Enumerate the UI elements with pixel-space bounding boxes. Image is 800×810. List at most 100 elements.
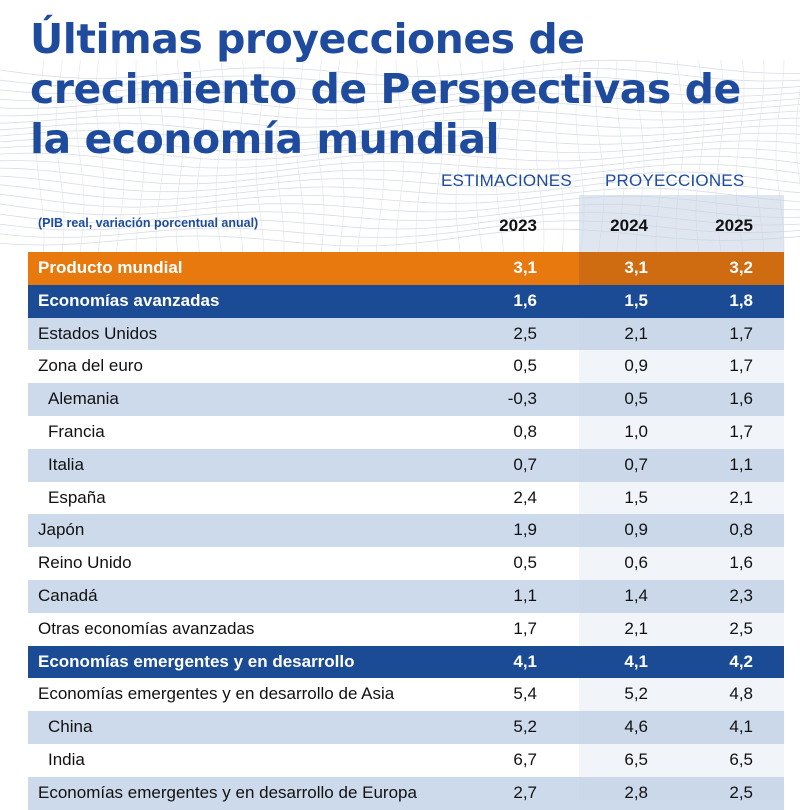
row-label: Economías avanzadas	[38, 290, 220, 310]
row-projection-background	[579, 252, 784, 285]
background-grid-line	[475, 59, 485, 261]
table-row: Alemania -0,3 0,5 1,6	[0, 383, 800, 416]
value-2023: 6,7	[513, 749, 537, 769]
value-2023: 0,8	[513, 421, 537, 441]
value-2024: 5,2	[624, 684, 648, 704]
row-label: India	[48, 749, 85, 769]
row-label: Francia	[48, 421, 105, 441]
background-grid-line	[175, 59, 185, 261]
growth-table: Producto mundial 3,1 3,1 3,2 Economías avanz…	[0, 252, 800, 810]
projections-header: PROYECCIONES	[605, 171, 745, 190]
table-row: China 5,2 4,6 4,1	[0, 711, 800, 744]
value-2023: 2,4	[513, 487, 537, 507]
value-2024: 4,1	[624, 651, 648, 671]
table-row: Estados Unidos 2,5 2,1 1,7	[0, 317, 800, 351]
row-label: Italia	[48, 454, 84, 474]
table-row: Economías emergentes y en desarrollo de …	[0, 776, 800, 810]
value-2024: 1,0	[624, 421, 648, 441]
value-2024: 2,1	[624, 323, 648, 343]
row-label: Reino Unido	[38, 553, 132, 573]
value-2023: 1,6	[513, 290, 537, 310]
background-wave-line	[0, 132, 800, 153]
background-grid-line	[75, 59, 85, 261]
background-grid-line	[55, 59, 65, 261]
value-2024: 4,6	[624, 717, 648, 737]
row-background	[28, 612, 784, 646]
table-row: Japón 1,9 0,9 0,8	[0, 514, 800, 548]
value-2025: 1,1	[729, 454, 753, 474]
value-2023: 0,7	[513, 454, 537, 474]
value-2024: 1,5	[624, 487, 648, 507]
value-2025: 3,2	[729, 258, 753, 277]
value-2024: 1,5	[624, 290, 648, 310]
background-wave-line	[0, 76, 800, 94]
background-grid-line	[35, 59, 45, 261]
background-grid-line	[155, 59, 165, 261]
background-grid-line	[375, 59, 385, 261]
value-2025: 1,6	[729, 389, 753, 409]
background-grid-line	[795, 87, 800, 187]
background-grid-line	[295, 59, 305, 261]
background-grid-line	[435, 59, 445, 261]
row-background	[28, 743, 784, 777]
row-background	[28, 448, 784, 482]
value-2023: 2,5	[513, 323, 537, 343]
units-note: (PIB real, variación porcentual anual)	[38, 216, 259, 230]
row-label: Otras economías avanzadas	[38, 618, 255, 638]
value-2025: 1,8	[729, 290, 753, 310]
value-2023: 5,4	[513, 684, 537, 704]
background-grid-line	[315, 59, 325, 261]
table-row: Canadá 1,1 1,4 2,3	[0, 579, 800, 613]
background-wave-line	[0, 163, 800, 185]
row-background	[28, 284, 784, 318]
row-label: Alemania	[48, 389, 119, 409]
table-row: Economías emergentes y en desarrollo 4,1 4…	[0, 645, 800, 679]
value-2024: 2,8	[624, 782, 648, 802]
value-2025: 1,7	[729, 323, 753, 343]
row-background	[28, 579, 784, 613]
table-row: Producto mundial 3,1 3,1 3,2	[0, 252, 800, 285]
row-label: Economías emergentes y en desarrollo de …	[38, 782, 417, 802]
row-label: Economías emergentes y en desarrollo	[38, 651, 355, 671]
row-background	[28, 547, 784, 580]
value-2025: 0,8	[729, 520, 753, 540]
value-2024: 0,9	[624, 356, 648, 376]
row-label: Estados Unidos	[38, 323, 158, 343]
row-background	[28, 317, 784, 351]
value-2025: 2,3	[729, 585, 753, 605]
row-label: Canadá	[38, 585, 98, 605]
value-2024: 3,1	[624, 258, 648, 277]
background-grid-line	[455, 59, 465, 261]
table-row: Zona del euro 0,5 0,9 1,7	[0, 350, 800, 384]
value-2025: 1,7	[729, 421, 753, 441]
row-label: Japón	[38, 520, 85, 540]
value-2023: 1,9	[513, 520, 537, 540]
value-2023: 0,5	[513, 553, 537, 573]
row-background	[28, 711, 784, 744]
value-2025: 1,7	[729, 356, 753, 376]
background-grid-line	[355, 59, 365, 261]
background-grid-line	[235, 59, 245, 261]
value-2025: 4,2	[729, 651, 753, 671]
value-2023: 1,1	[513, 585, 537, 605]
background-grid-line	[555, 59, 565, 261]
value-2025: 2,5	[729, 618, 753, 638]
row-background	[28, 514, 784, 548]
table-row: Reino Unido 0,5 0,6 1,6	[0, 547, 800, 580]
background-wave-line	[0, 148, 800, 169]
value-2025: 2,1	[729, 487, 753, 507]
value-2025: 4,1	[729, 717, 753, 737]
background-grid-line	[335, 59, 345, 261]
row-background	[28, 645, 784, 679]
year-header-2025: 2025	[715, 216, 753, 235]
table-row: Otras economías avanzadas 1,7 2,1 2,5	[0, 612, 800, 646]
table-row: Francia 0,8 1,0 1,7	[0, 415, 800, 449]
background-wave-line	[0, 125, 800, 145]
background-grid-line	[495, 59, 505, 261]
row-label: España	[48, 487, 106, 507]
value-2023: 4,1	[513, 651, 537, 671]
table-row: España 2,4 1,5 2,1	[0, 481, 800, 515]
row-background	[28, 350, 784, 384]
background-wave-line	[0, 171, 800, 193]
value-2025: 6,5	[729, 749, 753, 769]
